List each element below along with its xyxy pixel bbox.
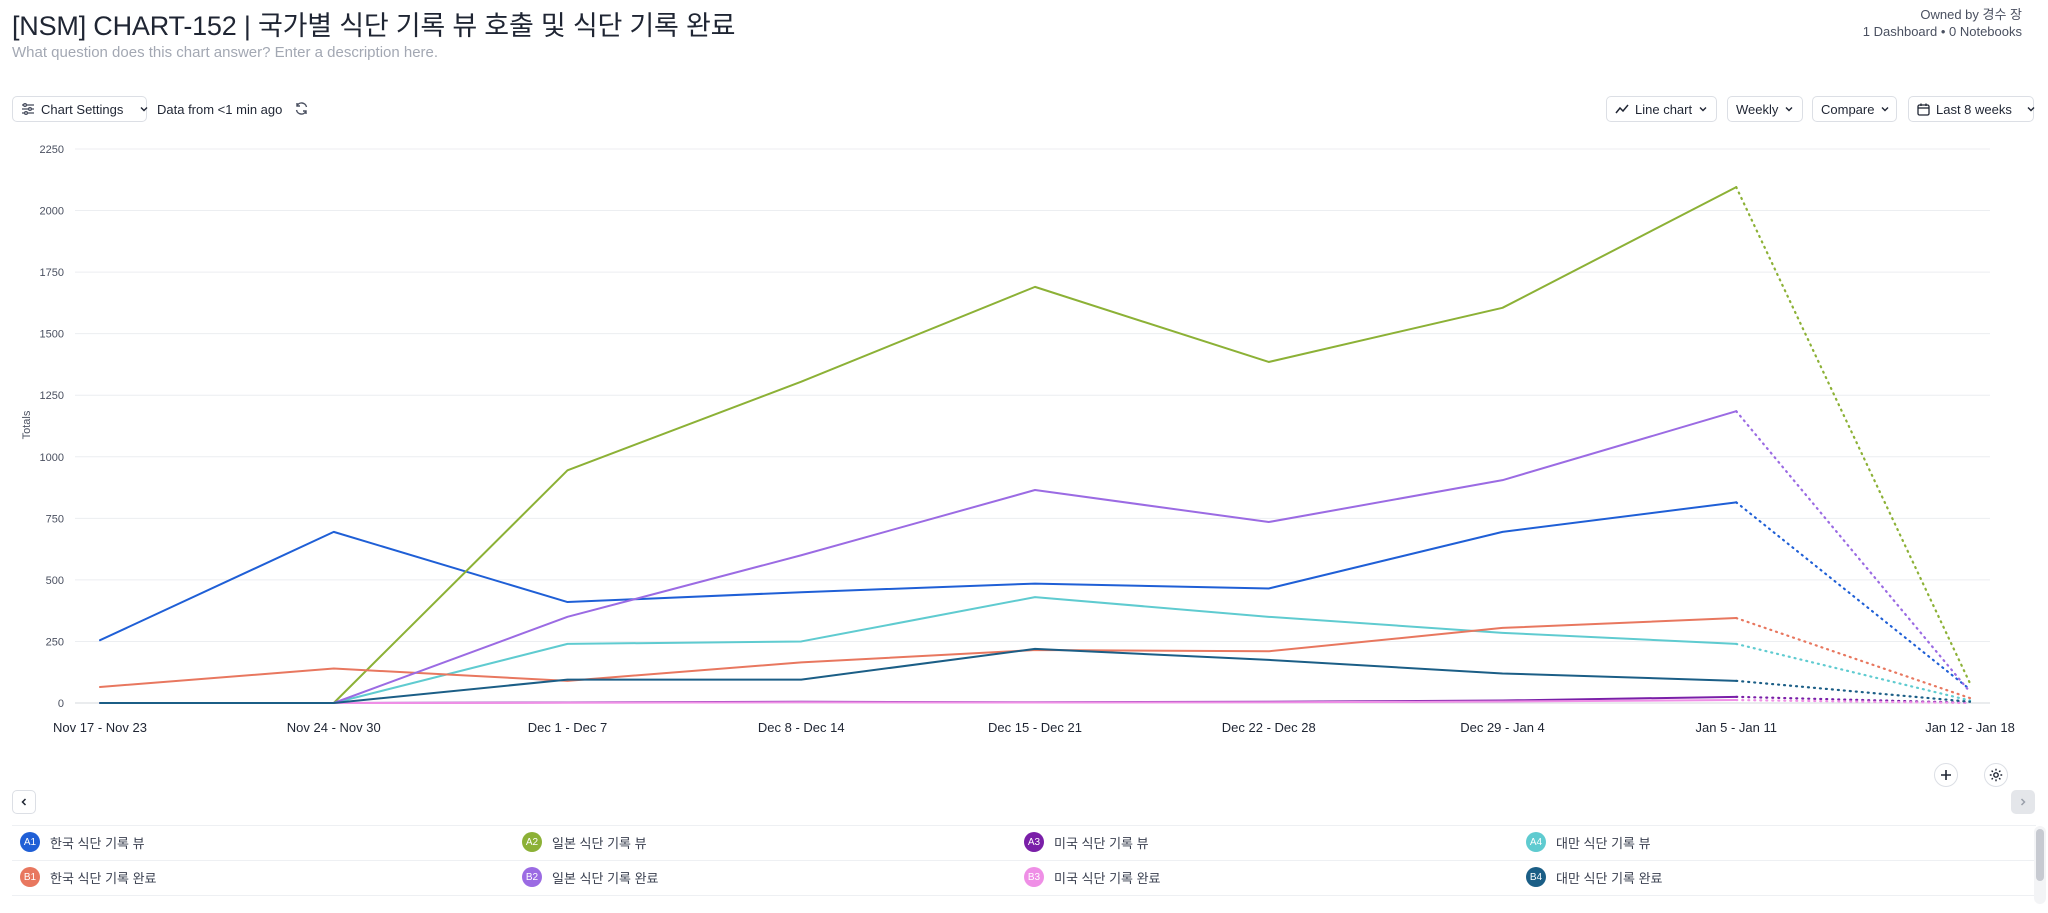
y-tick-label: 2000: [40, 206, 64, 218]
compare-label: Compare: [1821, 101, 1875, 117]
gear-icon: [1989, 768, 2003, 782]
y-tick-label: 2250: [40, 144, 64, 156]
date-range-dropdown[interactable]: Last 8 weeks: [1908, 96, 2036, 122]
data-freshness-label: Data from <1 min ago: [157, 102, 283, 117]
legend-next-button[interactable]: [2011, 790, 2035, 814]
series-badge: A4: [1526, 832, 1546, 852]
x-tick-label: Dec 8 - Dec 14: [758, 720, 845, 735]
series-line-b1[interactable]: [99, 617, 1738, 688]
owner-label: Owned by 경수 장: [1920, 7, 2022, 22]
sliders-icon: [21, 102, 35, 116]
legend-label: 미국 식단 기록 완료: [1054, 870, 1161, 886]
legend-divider: [12, 860, 2036, 861]
date-range-label: Last 8 weeks: [1936, 101, 2012, 117]
line-chart-icon: [1615, 103, 1629, 115]
x-tick-label: Dec 1 - Dec 7: [528, 720, 607, 735]
x-tick-label: Nov 24 - Nov 30: [287, 720, 381, 735]
y-tick-label: 0: [58, 698, 64, 710]
calendar-icon: [1917, 103, 1930, 116]
chart-settings-label: Chart Settings: [41, 101, 124, 117]
chevron-down-icon: [1880, 104, 1890, 114]
legend-item-b1[interactable]: B1 한국 식단 기록 완료: [20, 867, 157, 887]
legend-item-b4[interactable]: B4 대만 식단 기록 완료: [1526, 867, 1663, 887]
series-badge: A3: [1024, 832, 1044, 852]
legend-label: 일본 식단 기록 완료: [552, 870, 659, 886]
series-incomplete-segment-a2[interactable]: [1735, 186, 1972, 685]
compare-dropdown[interactable]: Compare: [1812, 96, 1897, 122]
chevron-right-icon: [2018, 797, 2028, 807]
y-tick-label: 250: [46, 636, 64, 648]
y-tick-label: 1250: [40, 390, 64, 402]
x-tick-label: Jan 12 - Jan 18: [1925, 720, 2015, 735]
legend-divider: [12, 895, 2036, 896]
legend-item-b3[interactable]: B3 미국 식단 기록 완료: [1024, 867, 1161, 887]
chevron-down-icon: [1698, 104, 1708, 114]
series-badge: B3: [1024, 867, 1044, 887]
legend-item-b2[interactable]: B2 일본 식단 기록 완료: [522, 867, 659, 887]
legend-scrollbar-thumb[interactable]: [2036, 829, 2044, 881]
legend-item-a3[interactable]: A3 미국 식단 기록 뷰: [1024, 832, 1149, 852]
interval-label: Weekly: [1736, 101, 1779, 117]
series-badge: A2: [522, 832, 542, 852]
y-tick-label: 500: [46, 575, 64, 587]
series-badge: B1: [20, 867, 40, 887]
legend-label: 일본 식단 기록 뷰: [552, 835, 647, 851]
legend-item-a1[interactable]: A1 한국 식단 기록 뷰: [20, 832, 145, 852]
series-badge: B2: [522, 867, 542, 887]
x-tick-label: Dec 29 - Jan 4: [1460, 720, 1545, 735]
legend-prev-button[interactable]: [12, 790, 36, 814]
x-tick-label: Dec 15 - Dec 21: [988, 720, 1082, 735]
y-tick-label: 750: [46, 513, 64, 525]
series-incomplete-segment-a1[interactable]: [1735, 501, 1972, 691]
legend-label: 한국 식단 기록 완료: [50, 870, 157, 886]
legend-label: 대만 식단 기록 완료: [1556, 870, 1663, 886]
series-badge: A1: [20, 832, 40, 852]
chart-description-input[interactable]: What question does this chart answer? En…: [12, 44, 439, 61]
chart-type-dropdown[interactable]: Line chart: [1606, 96, 1717, 122]
legend-label: 한국 식단 기록 뷰: [50, 835, 145, 851]
series-line-a2[interactable]: [99, 186, 1738, 704]
interval-dropdown[interactable]: Weekly: [1727, 96, 1803, 122]
series-line-b3[interactable]: [99, 699, 1738, 704]
refresh-icon[interactable]: [294, 101, 309, 116]
y-tick-label: 1750: [40, 267, 64, 279]
series-line-b2[interactable]: [99, 410, 1738, 704]
y-tick-label: 1000: [40, 452, 64, 464]
chart-settings-button[interactable]: Chart Settings: [12, 96, 149, 122]
add-annotation-button[interactable]: [1934, 763, 1958, 787]
series-incomplete-segment-b1[interactable]: [1735, 616, 1972, 700]
y-tick-label: 1500: [40, 329, 64, 341]
chevron-down-icon: [1784, 104, 1794, 114]
chevron-left-icon: [19, 797, 29, 807]
series-line-b4[interactable]: [99, 647, 1738, 704]
series-badge: B4: [1526, 867, 1546, 887]
legend-item-a2[interactable]: A2 일본 식단 기록 뷰: [522, 832, 647, 852]
legend-label: 미국 식단 기록 뷰: [1054, 835, 1149, 851]
chevron-down-icon[interactable]: [2026, 104, 2036, 114]
series-incomplete-segment-b2[interactable]: [1735, 410, 1972, 694]
series-line-a4[interactable]: [99, 596, 1738, 704]
x-tick-label: Jan 5 - Jan 11: [1696, 720, 1777, 735]
plus-icon: [1940, 769, 1952, 781]
chart-options-button[interactable]: [1984, 763, 2008, 787]
chart-type-label: Line chart: [1635, 101, 1693, 117]
chart-title[interactable]: [NSM] CHART-152 | 국가별 식단 기록 뷰 호출 및 식단 기록…: [12, 11, 736, 41]
legend-item-a4[interactable]: A4 대만 식단 기록 뷰: [1526, 832, 1651, 852]
legend-divider: [12, 825, 2036, 826]
x-tick-label: Dec 22 - Dec 28: [1222, 720, 1316, 735]
chevron-down-icon[interactable]: [139, 104, 149, 114]
x-tick-label: Nov 17 - Nov 23: [53, 720, 147, 735]
series-line-a1[interactable]: [99, 501, 1738, 642]
series-incomplete-segment-a4[interactable]: [1735, 642, 1972, 702]
y-axis-label: Totals: [21, 410, 33, 439]
dashboards-notebooks-link[interactable]: 1 Dashboard • 0 Notebooks: [1862, 24, 2022, 39]
legend-label: 대만 식단 기록 뷰: [1556, 835, 1651, 851]
line-chart[interactable]: 0 250 500 750 1000 1250 1500 1750 2000 2250 Nov 17…: [0, 130, 2048, 740]
